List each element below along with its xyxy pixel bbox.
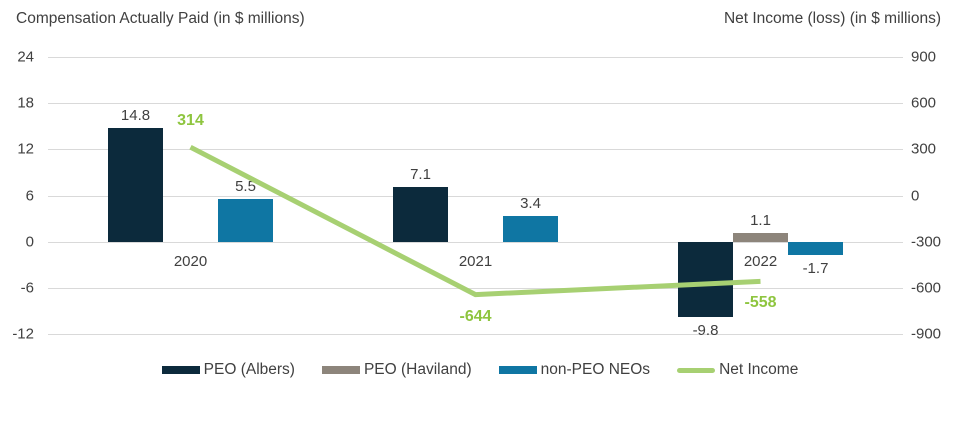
legend-item-peo-haviland-: PEO (Haviland) — [321, 361, 472, 379]
legend-label: PEO (Haviland) — [363, 361, 472, 378]
legend-swatch — [321, 366, 360, 374]
category-label-2022: 2022 — [743, 252, 778, 270]
bar-value-label: 1.1 — [750, 212, 771, 230]
bar-non-peo-neos — [218, 199, 273, 242]
category-label-2020: 2020 — [173, 252, 208, 270]
gridline — [48, 241, 903, 243]
plot-area: 14.8 7.1 -9.8 1.1 5.5 3.4 -1.7 2020 2021 2022 314 -… — [48, 57, 903, 339]
bar-value-label: -1.7 — [802, 259, 829, 277]
gridline — [48, 287, 903, 289]
left-axis-tick: -6 — [20, 279, 34, 297]
legend-label: Net Income — [719, 361, 799, 378]
gridline — [48, 334, 903, 335]
line-value-label: 314 — [177, 112, 204, 130]
bar-non-peo-neos — [503, 215, 558, 242]
right-axis-tick: 300 — [911, 140, 937, 158]
legend-item-non-peo-neos: non-PEO NEOs — [498, 361, 651, 379]
bar-value-label: 14.8 — [120, 106, 151, 124]
legend-label: non-PEO NEOs — [540, 361, 651, 378]
legend-label: PEO (Albers) — [203, 361, 295, 378]
left-axis-title: Compensation Actually Paid (in $ million… — [16, 10, 305, 27]
bar-value-label: 5.5 — [235, 178, 256, 196]
bar-peo-albers- — [393, 187, 448, 242]
bar-value-label: -9.8 — [692, 322, 719, 340]
bar-peo-haviland- — [733, 233, 788, 242]
right-axis-title: Net Income (loss) (in $ millions) — [723, 10, 941, 27]
legend-swatch — [498, 366, 537, 374]
left-axis-tick: 18 — [17, 94, 34, 112]
line-value-label: -644 — [459, 307, 492, 325]
gridline — [48, 149, 903, 151]
left-axis-tick: 6 — [25, 187, 34, 204]
bar-peo-albers- — [678, 241, 733, 318]
left-axis-tick: 24 — [17, 48, 34, 66]
legend-line-marker — [677, 367, 716, 373]
chart-legend: PEO (Albers) PEO (Haviland) non-PEO NEOs Ne… — [0, 360, 960, 380]
net-income-line — [189, 144, 761, 298]
bar-peo-albers- — [108, 127, 163, 242]
right-axis-tick: -900 — [911, 325, 942, 343]
right-axis-tick: -600 — [911, 279, 942, 297]
gridline — [48, 57, 903, 58]
legend-swatch — [161, 366, 200, 374]
category-label-2021: 2021 — [458, 252, 493, 270]
left-axis-tick: -12 — [12, 325, 34, 343]
right-axis-tick: 900 — [911, 48, 937, 66]
right-axis-tick: -300 — [911, 233, 942, 251]
gridline — [48, 103, 903, 105]
legend-item-net-income: Net Income — [677, 361, 798, 379]
line-value-label: -558 — [744, 294, 777, 312]
bar-non-peo-neos — [788, 241, 843, 255]
bar-value-label: 7.1 — [410, 166, 431, 184]
right-axis-tick: 600 — [911, 94, 937, 112]
legend-item-peo-albers-: PEO (Albers) — [161, 361, 295, 379]
gridline — [48, 195, 903, 197]
right-axis-tick: 0 — [911, 187, 920, 204]
left-axis-tick: 12 — [17, 140, 34, 158]
left-axis-tick: 0 — [25, 233, 34, 251]
bar-value-label: 3.4 — [520, 194, 541, 212]
